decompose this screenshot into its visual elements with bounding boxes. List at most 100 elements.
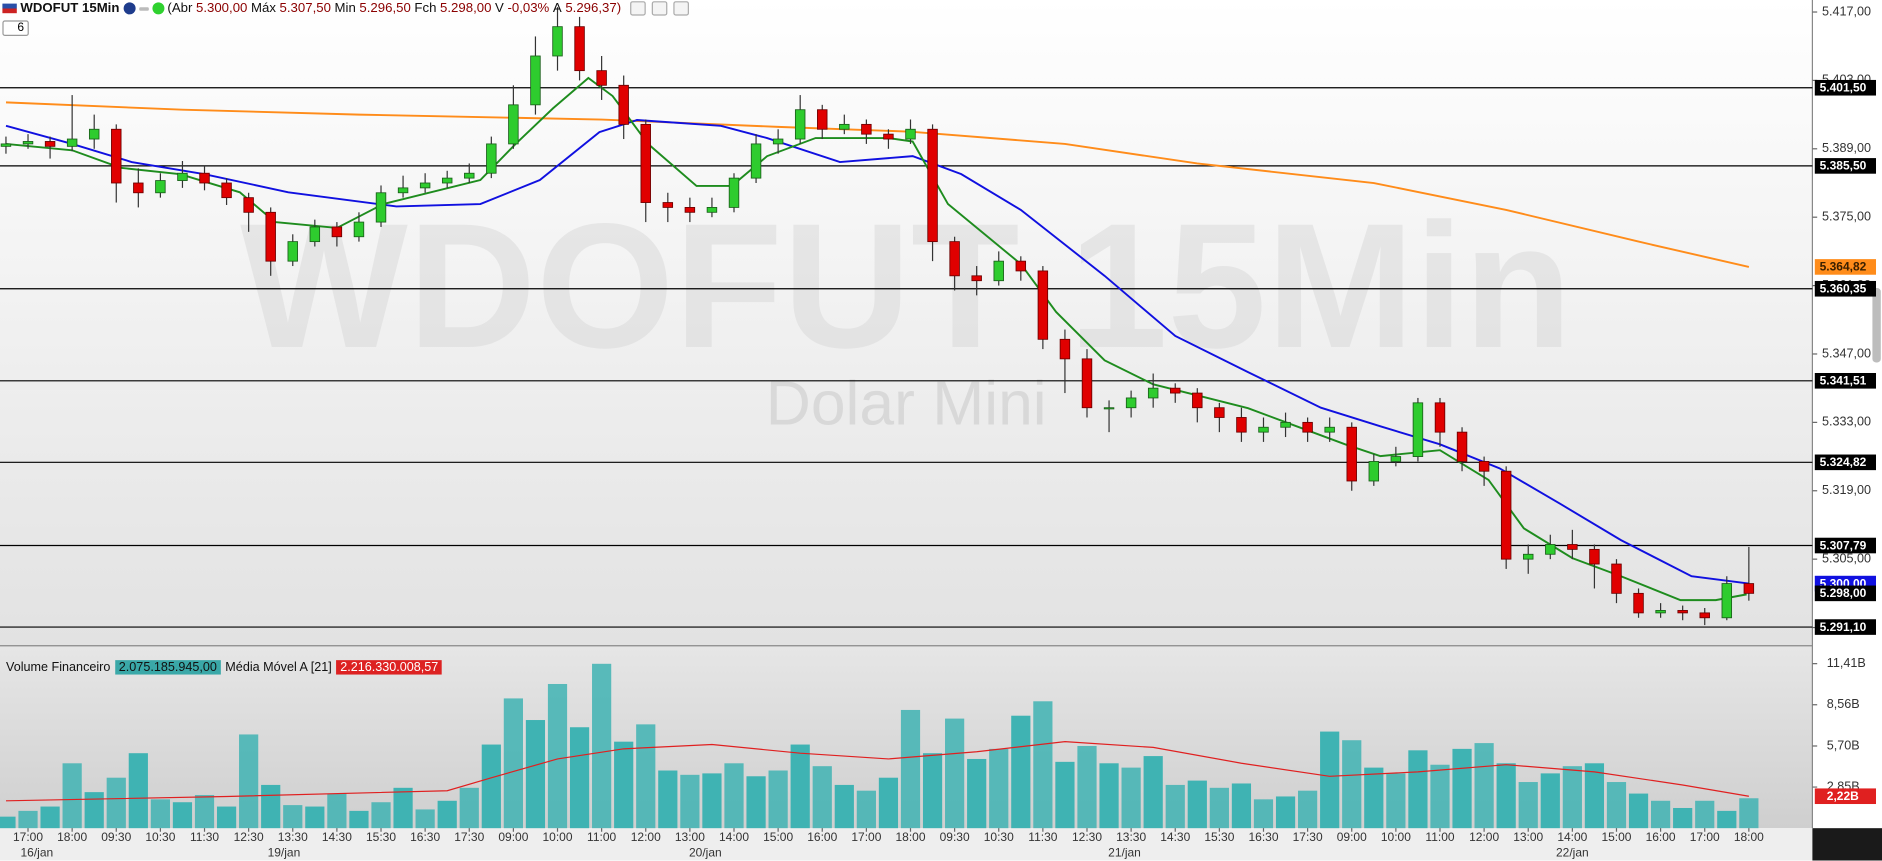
- volume-bar: [1452, 748, 1472, 829]
- volume-bar: [1077, 745, 1097, 829]
- volume-bar: [1518, 782, 1538, 829]
- date-label: 21/jan: [1108, 846, 1141, 860]
- x-tick-label: 10:30: [984, 830, 1014, 844]
- x-tick-label: 14:30: [322, 830, 352, 844]
- candle-down: [133, 182, 144, 194]
- last-price-label: 5.298,00: [1820, 586, 1867, 600]
- candle-up: [486, 143, 497, 174]
- volume-bar: [1540, 773, 1560, 829]
- volume-bar: [812, 766, 832, 829]
- volume-bar: [636, 724, 656, 829]
- scrollbar[interactable]: [1872, 288, 1881, 363]
- candle-up: [1655, 610, 1666, 614]
- moving-average-line: [5, 101, 1750, 268]
- corner: [1812, 828, 1882, 861]
- candle-down: [1236, 417, 1247, 433]
- candle-up: [88, 128, 100, 140]
- candle-up: [552, 26, 563, 57]
- candle-up: [1523, 553, 1534, 560]
- volume-bar: [239, 734, 259, 829]
- candle-down: [331, 226, 343, 238]
- volume-ma-title: Média Móvel A [21]: [225, 660, 332, 675]
- x-tick-label: 17:00: [851, 830, 881, 844]
- ohlc-value: 5.298,00: [440, 1, 492, 16]
- candle-down: [1192, 392, 1203, 409]
- x-tick-label: 17:00: [13, 830, 43, 844]
- volume-bar: [1165, 784, 1185, 829]
- candle-up: [22, 141, 34, 145]
- indicator-badge[interactable]: 6: [2, 20, 29, 37]
- volume-bar: [393, 787, 413, 829]
- volume-bar: [106, 777, 126, 829]
- candle-up: [750, 143, 762, 179]
- candle-up: [1368, 461, 1380, 482]
- x-tick-label: 12:30: [1072, 830, 1102, 844]
- info-icon[interactable]: [123, 2, 136, 15]
- x-tick-label: 12:00: [631, 830, 661, 844]
- x-tick-label: 12:00: [1469, 830, 1499, 844]
- volume-bar: [1364, 767, 1384, 829]
- candle-up: [441, 177, 453, 184]
- status-icon: [151, 2, 164, 15]
- volume-legend: Volume Financeiro 2.075.185.945,00 Média…: [6, 660, 442, 675]
- right-axis: [1812, 0, 1882, 829]
- level-tag: [1814, 372, 1877, 389]
- x-tick-label: 09:30: [101, 830, 131, 844]
- menu-icon[interactable]: [138, 6, 149, 11]
- volume-bar: [1474, 743, 1494, 829]
- date-label: 19/jan: [268, 846, 301, 860]
- volume-bar: [1562, 766, 1582, 829]
- candle-down: [927, 128, 938, 243]
- candle-up: [155, 180, 166, 194]
- volume-bar: [415, 809, 435, 829]
- candle-down: [199, 172, 210, 184]
- volume-bar: [1033, 701, 1053, 829]
- ohlc-label: (Abr: [167, 1, 193, 16]
- x-tick-label: 09:00: [498, 830, 528, 844]
- volume-bar: [922, 753, 943, 829]
- x-tick-label: 14:00: [1557, 830, 1587, 844]
- volume-bar: [40, 806, 60, 829]
- x-tick-label: 09:30: [940, 830, 970, 844]
- volume-bar: [989, 748, 1009, 829]
- watermark-subtitle: Dolar Mini: [766, 370, 1047, 439]
- button-collapse[interactable]: [630, 1, 647, 16]
- candle-down: [1456, 431, 1468, 462]
- volume-bar: [1298, 790, 1318, 829]
- volume-layer: [0, 663, 1759, 829]
- volume-bar: [724, 763, 744, 829]
- y-tick-label: 5.305,00: [1822, 551, 1871, 565]
- candle-up: [66, 138, 78, 147]
- candle-down: [1059, 338, 1071, 360]
- volume-bar: [1651, 800, 1671, 829]
- candle-down: [574, 26, 585, 72]
- volume-bar: [1717, 810, 1737, 829]
- volume-bar: [1673, 807, 1693, 829]
- volume-bar: [283, 805, 303, 829]
- candle-down: [971, 275, 982, 282]
- ohlc-label: Máx: [250, 1, 276, 16]
- candle-up: [397, 187, 409, 194]
- ma-label: 5.364,82: [1820, 260, 1867, 274]
- ohlc-info: (Abr 5.300,00 Máx 5.307,50 Min 5.296,50 Fch 5.2…: [167, 1, 624, 15]
- volume-bar: [503, 698, 523, 829]
- button-add[interactable]: [673, 1, 690, 16]
- volume-bar: [790, 744, 810, 829]
- candle-down: [596, 70, 607, 86]
- volume-bar: [150, 799, 170, 829]
- volume-bar: [1628, 793, 1649, 829]
- volume-bar: [1099, 763, 1119, 829]
- x-tick-label: 12:30: [234, 830, 264, 844]
- y-tick-label: 5.333,00: [1822, 415, 1871, 429]
- volume-bar: [305, 806, 325, 829]
- candle-down: [662, 202, 674, 208]
- moving-average-line: [5, 119, 1750, 585]
- x-tick-label: 17:30: [454, 830, 484, 844]
- volume-bar: [1320, 731, 1340, 829]
- y-tick-label: 5.417,00: [1822, 4, 1871, 18]
- y-tick-label: 5.389,00: [1822, 141, 1871, 155]
- button-settings[interactable]: [652, 1, 668, 16]
- x-tick-label: 13:00: [1513, 830, 1543, 844]
- x-tick-label: 14:00: [719, 830, 749, 844]
- level-tag: [1814, 280, 1877, 297]
